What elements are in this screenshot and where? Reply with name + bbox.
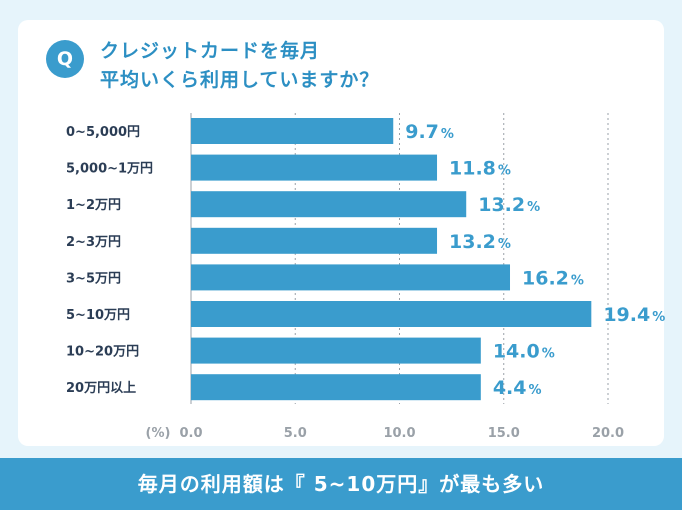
value-label: 13.2% bbox=[449, 231, 511, 253]
bar bbox=[191, 154, 438, 181]
x-tick-label: 20.0 bbox=[592, 426, 624, 441]
category-label: 20万円以上 bbox=[66, 381, 136, 396]
question-line-1: クレジットカードを毎月 bbox=[100, 40, 321, 62]
value-unit: % bbox=[441, 127, 454, 142]
category-label: 5~10万円 bbox=[66, 308, 130, 323]
value-label: 16.2% bbox=[522, 267, 584, 289]
value-unit: % bbox=[527, 200, 540, 215]
value-unit: % bbox=[498, 164, 511, 179]
bar bbox=[191, 301, 592, 327]
value-label: 11.8% bbox=[449, 158, 511, 180]
value-unit: % bbox=[542, 347, 555, 362]
x-tick-label: 10.0 bbox=[383, 426, 415, 441]
value-unit: % bbox=[571, 273, 584, 288]
bar bbox=[191, 264, 511, 291]
category-label: 2~3万円 bbox=[66, 235, 121, 250]
value-unit: % bbox=[652, 310, 665, 325]
conclusion-banner: 毎月の利用額は『 5~10万円』が最も多い bbox=[0, 458, 682, 510]
value-unit: % bbox=[498, 237, 511, 252]
category-label: 10~20万円 bbox=[66, 345, 139, 360]
question-badge: Q bbox=[46, 40, 84, 78]
x-tick-label: 15.0 bbox=[488, 426, 520, 441]
question-line-2: 平均いくら利用していますか？ bbox=[100, 69, 380, 91]
category-label: 5,000~1万円 bbox=[66, 162, 153, 177]
x-tick-label: 5.0 bbox=[284, 426, 307, 441]
value-label: 14.0% bbox=[493, 341, 555, 363]
bar bbox=[191, 118, 394, 144]
bar-chart: 0.0 5.0 10.0 15.0 20.0 (%) 0~5,000円 9.7 % 5,000~1… bbox=[66, 113, 665, 441]
bar bbox=[191, 337, 481, 364]
category-label: 3~5万円 bbox=[66, 271, 121, 286]
value-label: 4.4% bbox=[493, 377, 542, 399]
x-axis-unit-label: (%) bbox=[146, 426, 171, 441]
bar bbox=[191, 374, 481, 401]
x-tick-label: 0.0 bbox=[179, 426, 202, 441]
bar bbox=[191, 191, 467, 218]
value-label: 9.7% bbox=[405, 121, 454, 143]
category-label: 1~2万円 bbox=[66, 198, 121, 213]
value-label: 13.2% bbox=[478, 194, 540, 216]
bar bbox=[191, 227, 438, 254]
value-label: 19.4% bbox=[603, 304, 665, 326]
category-label: 0~5,000円 bbox=[66, 125, 140, 140]
value-unit: % bbox=[528, 383, 541, 398]
question-title: クレジットカードを毎月 平均いくら利用していますか？ bbox=[100, 37, 520, 95]
